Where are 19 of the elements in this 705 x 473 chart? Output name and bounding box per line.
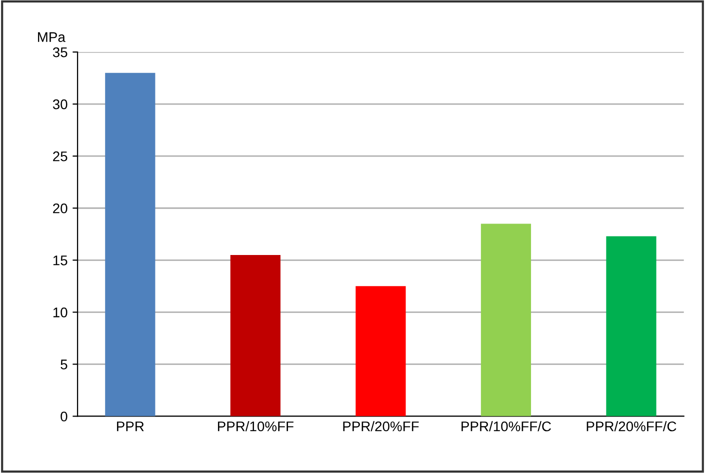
- y-tick-label: 10: [53, 308, 68, 318]
- bar: [480, 224, 532, 416]
- x-tick-label: PPR/10%FF/C: [462, 421, 551, 432]
- bar: [606, 236, 656, 416]
- y-tick-label: 5: [60, 360, 68, 370]
- y-tick-label: 20: [53, 203, 68, 214]
- bar: [105, 72, 156, 416]
- x-tick-label: PPR/20%FF: [343, 421, 419, 432]
- x-tick-label: PPR/10%FF: [218, 421, 294, 432]
- bar: [230, 254, 280, 416]
- y-tick-label: 0: [60, 412, 68, 422]
- y-axis-title: MPa: [38, 32, 66, 42]
- y-tick-label: 25: [53, 151, 68, 162]
- y-tick-label: 30: [52, 99, 68, 110]
- y-tick-label: 15: [53, 256, 68, 266]
- x-tick-label: PPR/20%FF/C: [586, 421, 676, 432]
- bar: [356, 286, 406, 416]
- y-tick-label: 35: [52, 47, 68, 58]
- x-tick-label: PPR: [117, 422, 144, 432]
